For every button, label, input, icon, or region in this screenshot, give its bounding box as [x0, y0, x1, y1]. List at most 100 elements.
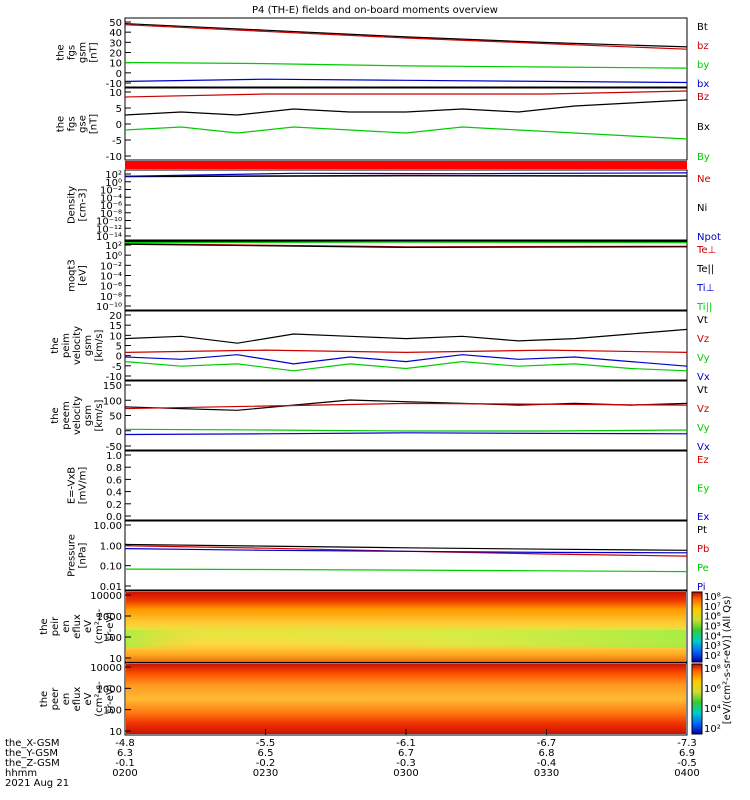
xaxis-value: -4.8: [115, 738, 135, 749]
xaxis-row-label: the_Y-GSM: [5, 748, 58, 759]
legend-Bz: Bz: [697, 92, 709, 103]
ytick-label: 50: [109, 18, 122, 29]
panel-frame-efield: [124, 450, 688, 521]
series-Vx: [124, 354, 688, 367]
ytick-label: 0: [116, 120, 122, 131]
ytick-label: 10²: [105, 170, 122, 181]
ytick-label: 10000: [90, 663, 122, 674]
ytick-label: 20: [109, 311, 122, 322]
ylabel-line: gse: [78, 115, 89, 133]
colorbar-peir: [691, 591, 703, 663]
legend-Vx: Vx: [697, 372, 710, 383]
colorbar-tick: 10⁶: [704, 684, 721, 695]
spectrogram-band-peir_spectrogram: [126, 630, 686, 648]
ylabel-line: eflux: [72, 614, 83, 639]
series-bz: [124, 24, 688, 50]
ytick-label: 0.2: [106, 500, 122, 511]
ytick-label: -10: [106, 79, 122, 90]
colorbar-peer: [691, 663, 703, 735]
legend-Ey: Ey: [697, 484, 709, 495]
xaxis-value: 0400: [674, 768, 699, 779]
xaxis-value: 0300: [393, 768, 418, 779]
panel-frame-pressure: [124, 520, 688, 591]
xaxis-row-label: the_Z-GSM: [5, 758, 60, 769]
ylabel-line: peer: [50, 687, 61, 711]
ytick-label: 0.0: [106, 512, 122, 523]
ylabel-line: the: [39, 691, 50, 707]
ytick-label: 30: [109, 38, 122, 49]
ytick-label: 10: [109, 727, 122, 738]
ytick-label: 0: [116, 352, 122, 363]
ytick-label: 50: [109, 412, 122, 423]
series-Vx: [124, 432, 688, 436]
series-Pt: [124, 543, 688, 551]
legend-Pb: Pb: [697, 544, 709, 555]
ytick-label: 10⁻⁶: [100, 282, 122, 293]
ytick-label: 10⁻⁴: [100, 193, 122, 204]
ytick-label: 1000: [97, 684, 122, 695]
ytick-label: 10⁰: [105, 178, 122, 189]
ylabel-line: the: [39, 618, 50, 634]
colorbar-tick: 10⁴: [704, 704, 721, 715]
ytick-label: -10: [106, 152, 122, 163]
legend-Vz: Vz: [697, 404, 709, 415]
xaxis-value: -7.3: [677, 738, 697, 749]
legend-Vz: Vz: [697, 334, 709, 345]
ylabel-line: gsm: [83, 405, 94, 426]
ylabel-line: Density: [67, 186, 78, 224]
ylabel-line: [km/s]: [94, 399, 105, 431]
ytick-label: 10⁰: [105, 251, 122, 262]
colorbar-tick: 10⁷: [704, 602, 721, 613]
ylabel-line: peem: [61, 401, 72, 429]
ylabel-line: sr-eV): [105, 612, 116, 641]
xaxis-value: -6.7: [537, 738, 557, 749]
figure-title: P4 (TH-E) fields and on-board moments ov…: [252, 5, 498, 16]
xaxis-value: -0.4: [537, 758, 557, 769]
ytick-label: 0.6: [106, 475, 122, 486]
legend-Te||: Te||: [696, 264, 714, 275]
ylabel-line: Pressure: [67, 534, 78, 577]
panel-frame-peim_velocity: [124, 310, 688, 381]
legend-Bt: Bt: [697, 22, 708, 33]
ytick-label: 1.0: [106, 451, 122, 462]
ytick-label: 100: [103, 633, 122, 644]
xaxis-value: -0.1: [115, 758, 135, 769]
ytick-label: 100: [103, 706, 122, 717]
xaxis-value: -6.1: [396, 738, 416, 749]
colorbar-tick: 10²: [704, 651, 721, 662]
ytick-label: 0.01: [100, 582, 122, 593]
ylabel-line: [cm-3]: [78, 188, 89, 221]
series-Vy: [124, 428, 688, 432]
ytick-label: 10: [109, 59, 122, 70]
ytick-label: 10⁻⁴: [100, 272, 122, 283]
ylabel-line: fgs: [67, 45, 78, 60]
xaxis-value: -5.5: [256, 738, 276, 749]
ylabel-line: [nPa]: [78, 542, 89, 568]
series-Ti||: [124, 241, 688, 244]
ytick-label: 10⁻¹⁰: [96, 217, 122, 228]
legend-Npot: Npot: [697, 232, 721, 243]
ylabel-line: peim: [61, 333, 72, 358]
series-Vy: [124, 360, 688, 372]
xaxis-value: -0.5: [677, 758, 697, 769]
ytick-label: 10: [109, 654, 122, 665]
colorbar-tick: 10⁴: [704, 631, 721, 642]
ytick-label: 10⁻¹⁰: [96, 302, 122, 313]
legend-bz: bz: [697, 41, 709, 52]
legend-By: By: [697, 152, 710, 163]
legend-Ni: Ni: [697, 203, 707, 214]
xaxis-value: 0200: [112, 768, 137, 779]
ytick-label: 20: [109, 49, 122, 60]
series-Te||: [124, 243, 688, 249]
colorbar-tick: 10⁸: [704, 592, 721, 603]
xaxis-row-label: the_X-GSM: [5, 738, 59, 749]
ytick-label: 5: [116, 104, 122, 115]
xaxis-row-label: 2021 Aug 21: [5, 778, 69, 789]
legend-Ti⊥: Ti⊥: [696, 283, 714, 294]
panel-frame-peem_velocity: [124, 380, 688, 451]
ytick-label: 10⁻²: [100, 186, 122, 197]
ytick-label: 10⁻²: [100, 261, 122, 272]
xaxis-value: 0230: [253, 768, 278, 779]
legend-Vy: Vy: [697, 423, 710, 434]
